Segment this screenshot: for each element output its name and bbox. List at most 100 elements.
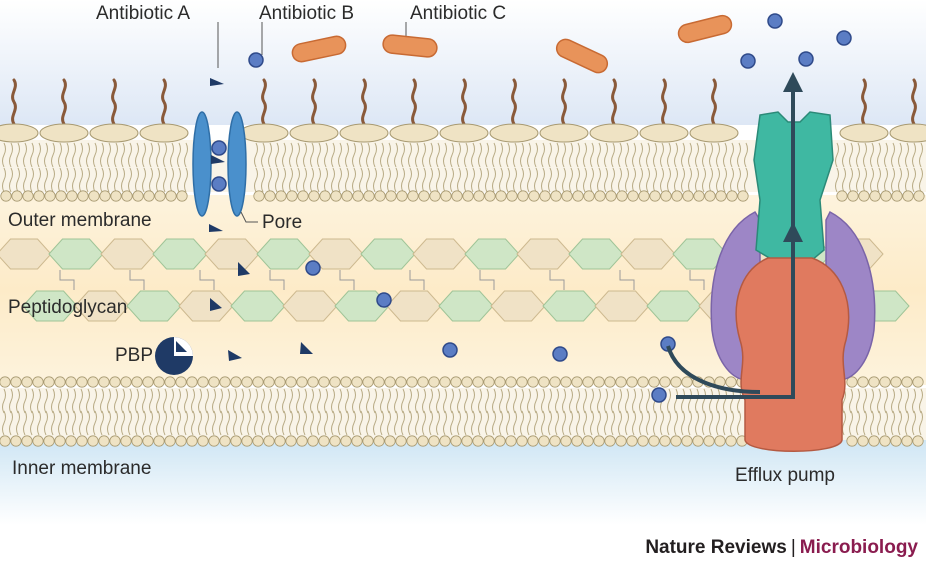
lipid-head	[615, 435, 627, 447]
lipid-tail	[373, 388, 377, 414]
lipid-tail	[877, 388, 881, 414]
lipid-tail	[317, 410, 321, 436]
lipid-tail	[737, 142, 741, 168]
lipid-tail	[450, 142, 454, 168]
lipid-head	[681, 376, 693, 388]
lipid-tail	[338, 167, 342, 193]
lipid-tail	[289, 410, 293, 436]
lipid-tail	[394, 410, 398, 436]
lipid-tail	[359, 388, 363, 414]
lipid-head	[143, 190, 155, 202]
lps-chains	[11, 78, 917, 126]
lipid-head	[495, 190, 507, 202]
lipid-tail	[898, 142, 902, 168]
triangle-molecule-icon	[211, 155, 225, 164]
lipid-tail	[58, 388, 62, 414]
sphere-molecule-icon	[211, 176, 227, 192]
lipid-tail	[72, 388, 76, 414]
lipid-tail	[233, 410, 237, 436]
lipid-tail	[513, 167, 517, 193]
lipid-tail	[16, 410, 20, 436]
lipid-tail	[345, 388, 349, 414]
lipid-tail	[597, 388, 601, 414]
lipid-tail	[527, 410, 531, 436]
lipid-head	[10, 435, 22, 447]
lipid-tail	[114, 388, 118, 414]
lipid-tail	[359, 410, 363, 436]
lipid-tail	[177, 410, 181, 436]
lipid-tail	[261, 410, 265, 436]
lipid-tail	[359, 142, 363, 168]
lipid-tail	[107, 167, 111, 193]
lipid-tail	[401, 167, 405, 193]
lipid-tail	[128, 388, 132, 414]
lipid-tail	[100, 142, 104, 168]
lipid-head	[538, 376, 550, 388]
lipid-head	[692, 435, 704, 447]
lipid-tail	[464, 410, 468, 436]
lipid-head	[450, 376, 462, 388]
lipid-tail	[639, 142, 643, 168]
lipid-tail	[415, 388, 419, 414]
peptide-crosslink	[199, 270, 215, 290]
lipid-tail	[464, 167, 468, 193]
lipid-tail	[849, 167, 853, 193]
lipid-head	[671, 190, 683, 202]
credit-separator: |	[790, 537, 796, 558]
lipid-tail	[79, 388, 83, 414]
lipid-tail	[688, 410, 692, 436]
lipid-tail	[492, 410, 496, 436]
lipid-head	[913, 190, 925, 202]
lipid-tail	[331, 142, 335, 168]
lipid-head	[472, 435, 484, 447]
lipid-head	[389, 123, 439, 143]
lipid-tail	[163, 410, 167, 436]
lps-chain	[561, 78, 567, 126]
lipid-tail	[660, 167, 664, 193]
lipid-head	[901, 435, 913, 447]
lipid-head	[230, 376, 242, 388]
lipid-tail	[534, 388, 538, 414]
lipid-tail	[877, 142, 881, 168]
lps-chain	[111, 78, 117, 126]
lipid-tail	[79, 142, 83, 168]
lipid-tail	[541, 410, 545, 436]
lipid-tail	[716, 167, 720, 193]
lipid-tail	[555, 410, 559, 436]
lipid-head	[285, 376, 297, 388]
lipid-head	[589, 123, 639, 143]
lipid-head	[98, 376, 110, 388]
lipid-tail	[275, 167, 279, 193]
lipid-tail	[51, 388, 55, 414]
lipid-head	[396, 190, 408, 202]
lipid-tail	[688, 167, 692, 193]
lipid-tail	[905, 410, 909, 436]
triangle-molecule-icon	[228, 350, 242, 361]
lipid-head	[571, 376, 583, 388]
lipid-head	[21, 376, 33, 388]
lipid-head	[539, 123, 589, 143]
lipid-tail	[604, 410, 608, 436]
lipid-tail	[149, 388, 153, 414]
lipid-tail	[58, 410, 62, 436]
lipid-tail	[555, 167, 559, 193]
lipid-tail	[51, 167, 55, 193]
lipid-tail	[688, 388, 692, 414]
lipid-tail	[667, 388, 671, 414]
lipid-tail	[632, 167, 636, 193]
antibiotic-a-molecules	[209, 78, 313, 361]
lipid-tail	[2, 142, 6, 168]
lipid-tail	[695, 142, 699, 168]
lipid-head	[901, 376, 913, 388]
lipid-tail	[611, 410, 615, 436]
lipid-tail	[100, 388, 104, 414]
lipid-tail	[520, 142, 524, 168]
lipid-tail	[611, 167, 615, 193]
lipid-tail	[534, 142, 538, 168]
lipid-tail	[730, 142, 734, 168]
lipid-head	[582, 435, 594, 447]
lipid-head	[32, 435, 44, 447]
lipid-tail	[555, 142, 559, 168]
lipid-tail	[464, 142, 468, 168]
lipid-head	[440, 190, 452, 202]
